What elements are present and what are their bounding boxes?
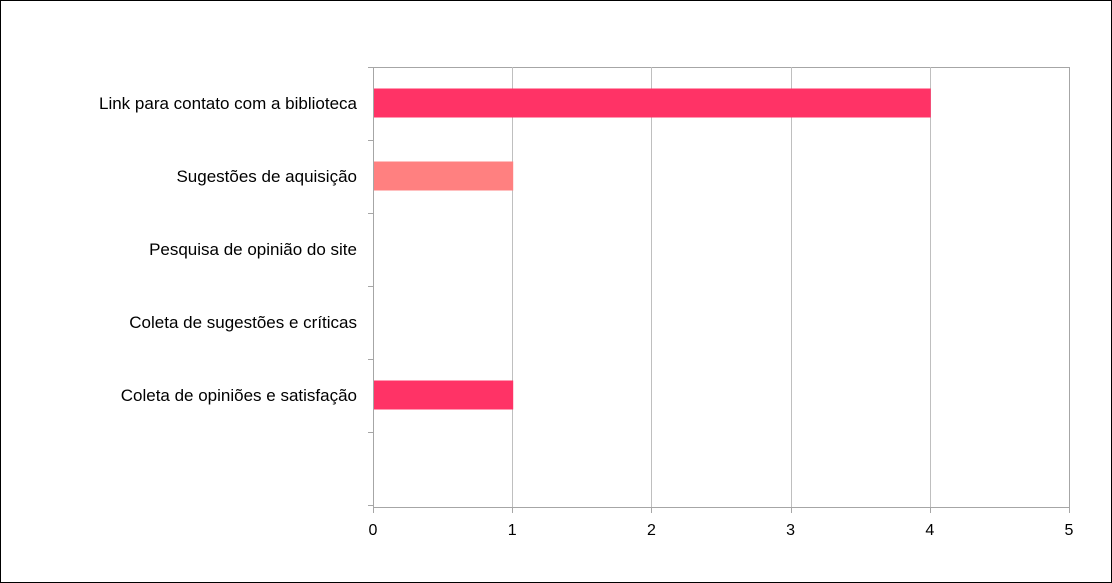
- bar-2: [374, 161, 514, 191]
- category-label-2: Sugestões de aquisição: [176, 167, 357, 186]
- bar-1: [374, 88, 931, 118]
- category-label-4: Coleta de sugestões e críticas: [129, 313, 357, 332]
- x-tick-label-2: 2: [647, 522, 656, 539]
- category-label-5: Coleta de opiniões e satisfação: [121, 386, 357, 405]
- x-tick-label-5: 5: [1065, 522, 1074, 539]
- category-label-1: Link para contato com a biblioteca: [99, 94, 358, 113]
- x-tick-label-0: 0: [369, 522, 378, 539]
- bar-5: [374, 380, 514, 410]
- x-tick-label-1: 1: [508, 522, 517, 539]
- plot-area: [373, 67, 1070, 508]
- category-label-3: Pesquisa de opinião do site: [149, 240, 357, 259]
- x-tick-label-3: 3: [786, 522, 795, 539]
- x-tick-label-4: 4: [925, 522, 934, 539]
